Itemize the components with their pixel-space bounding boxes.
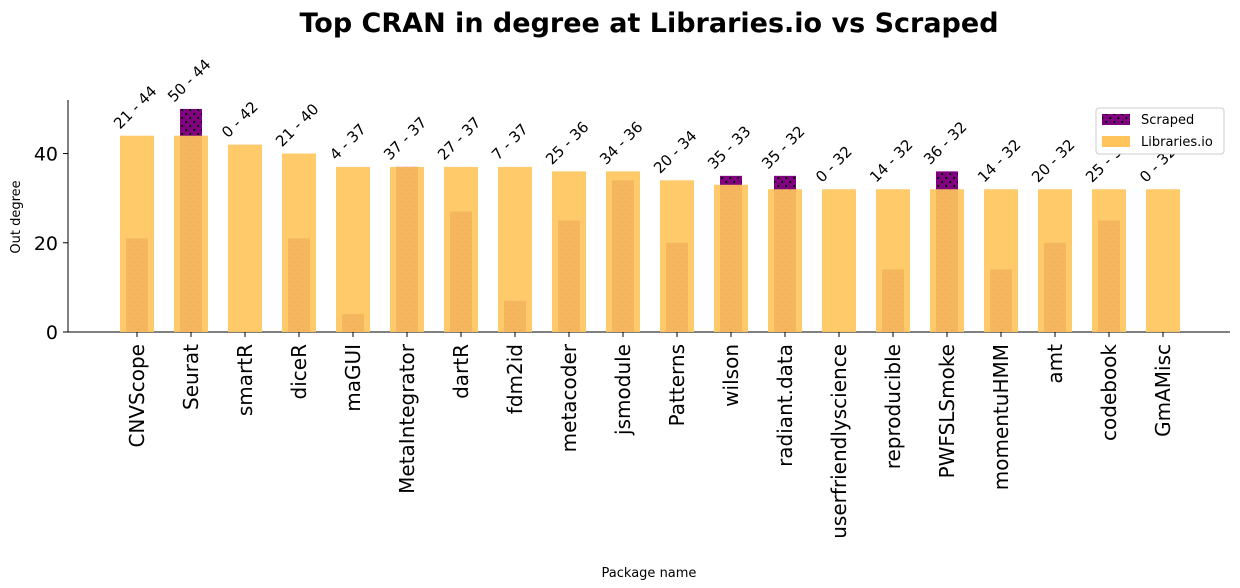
bar-value-label: 14 - 32 (866, 136, 916, 186)
bar-value-label: 35 - 32 (758, 122, 808, 172)
legend-swatch-librariesio (1102, 136, 1130, 147)
bar-librariesio (552, 171, 586, 332)
bar-value-label: 20 - 32 (1028, 136, 1078, 186)
y-tick-label: 0 (46, 322, 58, 344)
legend: Scraped Libraries.io (1095, 107, 1225, 155)
bar-librariesio (174, 135, 208, 332)
bar-librariesio (876, 189, 910, 332)
bar-librariesio (984, 189, 1018, 332)
bar-value-label: 0 - 42 (218, 98, 262, 142)
x-tick-label: PWFSLSmoke (935, 344, 959, 478)
x-tick-label: CNVScope (125, 344, 149, 448)
bar-value-label: 36 - 32 (920, 118, 970, 168)
bar-librariesio (336, 166, 370, 332)
x-tick-label: metacoder (557, 343, 581, 452)
chart-title: Top CRAN in degree at Libraries.io vs Sc… (299, 8, 998, 39)
bar-value-label: 25 - 36 (542, 118, 592, 168)
x-tick-label: fdm2id (503, 344, 527, 414)
bar-librariesio (660, 180, 694, 332)
x-tick-label: wilson (719, 344, 743, 407)
y-tick-label: 20 (34, 233, 58, 255)
x-tick-label: dartR (449, 344, 473, 399)
x-tick-label: reproducible (881, 344, 905, 469)
legend-label-librariesio: Libraries.io (1141, 135, 1213, 150)
y-tick-label: 40 (34, 144, 58, 166)
x-tick-label: radiant.data (773, 344, 797, 467)
x-tick-label: momentuHMM (989, 344, 1013, 490)
plot-area: 0 20 40 CNVScope 21 - 44 Seurat 50 - 44 smartR 0… (34, 55, 1230, 539)
bar-value-label: 21 - 40 (272, 100, 322, 150)
bar-librariesio (120, 135, 154, 332)
bar-value-label: 34 - 36 (596, 118, 646, 168)
bar-librariesio (930, 189, 964, 332)
x-tick-label: codebook (1097, 344, 1121, 441)
bar-value-label: 7 - 37 (488, 120, 532, 164)
legend-label-scraped: Scraped (1141, 113, 1194, 128)
x-tick-label: userfriendlyscience (827, 344, 851, 539)
x-tick-label: smartR (233, 344, 257, 416)
x-tick-label: jsmodule (611, 344, 635, 436)
x-tick-label: Patterns (665, 344, 689, 426)
bar-value-label: 27 - 37 (434, 113, 484, 163)
x-tick-label: maGUI (341, 344, 365, 412)
bar-librariesio (228, 144, 262, 332)
bar-librariesio (1092, 189, 1126, 332)
bar-librariesio (1146, 189, 1180, 332)
bar-value-label: 0 - 32 (812, 143, 856, 187)
bar-librariesio (498, 166, 532, 332)
x-axis-label: Package name (602, 566, 697, 581)
bar-value-label: 21 - 44 (110, 82, 160, 132)
bar-value-label: 4 - 37 (326, 120, 370, 164)
bar-librariesio (282, 153, 316, 332)
bar-librariesio (714, 184, 748, 332)
legend-swatch-pattern (1102, 114, 1130, 125)
x-tick-label: amt (1043, 344, 1067, 384)
bar-value-label: 20 - 34 (650, 127, 700, 177)
x-tick-label: GmAMisc (1151, 344, 1175, 437)
bar-librariesio (390, 166, 424, 332)
bar-value-label: 35 - 33 (704, 122, 754, 172)
bar-librariesio (822, 189, 856, 332)
bar-value-label: 14 - 32 (974, 136, 1024, 186)
x-tick-label: Seurat (179, 344, 203, 410)
x-tick-label: diceR (287, 344, 311, 400)
bar-value-label: 50 - 44 (164, 55, 214, 105)
x-tick-label: MetaIntegrator (395, 343, 419, 494)
y-axis-label: Out degree (9, 180, 24, 253)
bar-librariesio (444, 166, 478, 332)
bar-librariesio (768, 189, 802, 332)
bar-librariesio (1038, 189, 1072, 332)
bar-value-label: 37 - 37 (380, 113, 430, 163)
bar-librariesio (606, 171, 640, 332)
